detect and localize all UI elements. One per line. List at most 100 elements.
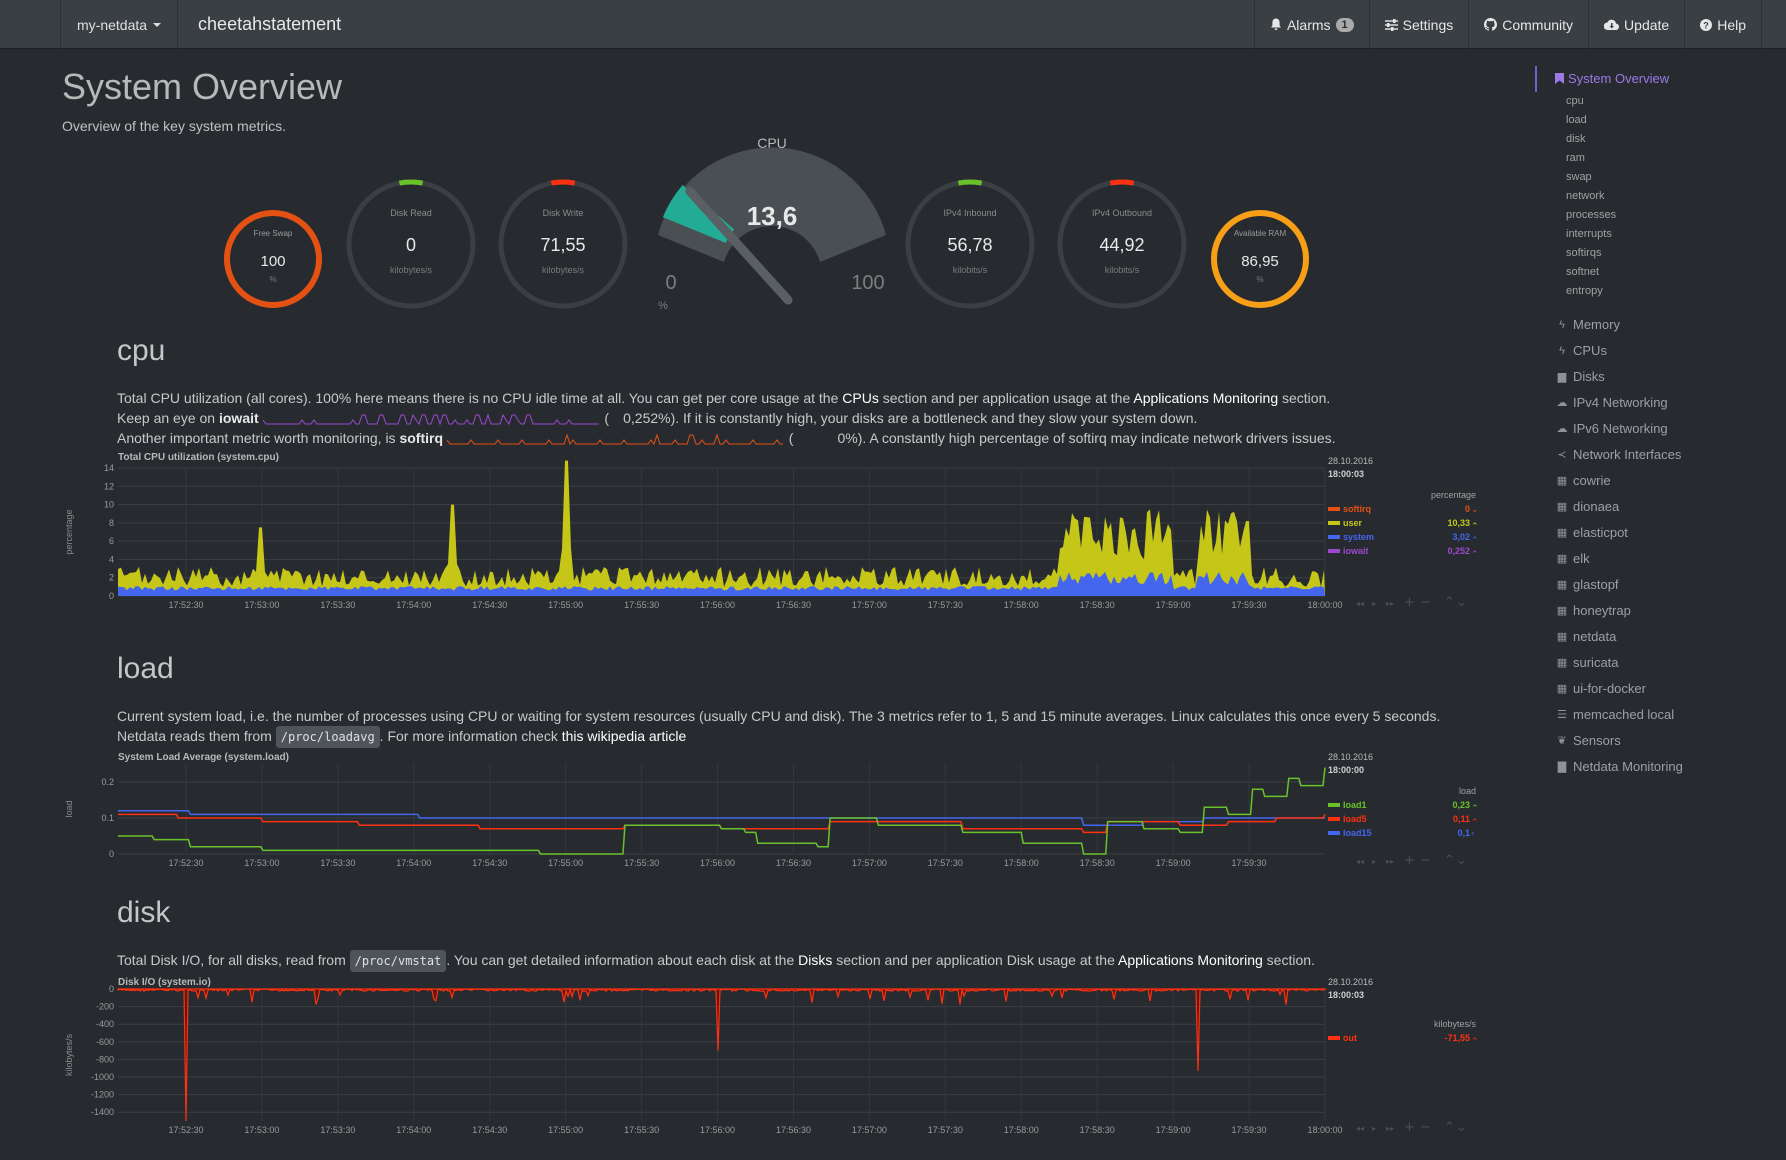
applications-monitoring-link[interactable]: Applications Monitoring (1118, 952, 1263, 968)
chart-x-tick: 17:55:30 (624, 600, 659, 610)
chart-svg[interactable]: Disk I/O (system.io) kilobytes/s 0 -200 -400… (60, 975, 1490, 1155)
legend-series-name[interactable]: system (1343, 532, 1374, 542)
disk-read-gauge-arc (346, 179, 476, 309)
pan-left-icon[interactable]: ◂◂ (1356, 1124, 1364, 1133)
zoom-out-icon[interactable]: − (1420, 595, 1431, 610)
sidebar-item-glastopf[interactable]: ▦ glastopf (1556, 577, 1619, 592)
available-ram-gauge[interactable]: Available RAM 86,95 % (1211, 210, 1309, 308)
sidebar-item-network-interfaces[interactable]: ≺ Network Interfaces (1556, 447, 1681, 462)
chart-svg[interactable]: Total CPU utilization (system.cpu) percen… (60, 450, 1490, 630)
legend-series-name[interactable]: user (1343, 518, 1363, 528)
server-dropdown[interactable]: my-netdata (60, 0, 179, 49)
sidebar-item-sensors[interactable]: ❦ Sensors (1556, 733, 1620, 748)
cpu-chart[interactable]: Total CPU utilization (system.cpu) percen… (60, 450, 1490, 630)
resize-up-icon[interactable]: ⌃ (1444, 853, 1455, 868)
ipv4-inbound-gauge[interactable]: IPv4 Inbound 56,78 kilobits/s (897, 171, 1042, 316)
sidebar-subitem-softnet[interactable]: softnet (1566, 266, 1600, 278)
play-icon[interactable]: ▸ (1372, 857, 1376, 866)
sidebar-subitem-entropy[interactable]: entropy (1566, 285, 1603, 297)
play-icon[interactable]: ▸ (1372, 1124, 1376, 1133)
sidebar-subitem-swap[interactable]: swap (1566, 171, 1592, 183)
sidebar-subitem-softirqs[interactable]: softirqs (1566, 247, 1602, 259)
applications-monitoring-link[interactable]: Applications Monitoring (1133, 390, 1279, 406)
sidebar-subitem-disk[interactable]: disk (1566, 133, 1586, 145)
sidebar-item-elk[interactable]: ▦ elk (1556, 551, 1590, 566)
community-button[interactable]: Community (1468, 0, 1588, 49)
wikipedia-link[interactable]: this wikipedia article (561, 728, 687, 744)
legend-series-name[interactable]: out (1343, 1033, 1357, 1043)
alarms-button[interactable]: Alarms 1 (1253, 0, 1369, 49)
zoom-out-icon[interactable]: − (1420, 853, 1431, 868)
chart-title: Total CPU utilization (system.cpu) (118, 452, 279, 463)
sidebar-subitem-interrupts[interactable]: interrupts (1566, 228, 1612, 240)
sidebar-item-ui-for-docker[interactable]: ▦ ui-for-docker (1556, 681, 1646, 696)
legend-series-name[interactable]: load1 (1343, 800, 1367, 810)
chart-x-tick: 17:54:00 (396, 858, 431, 868)
sidebar-item-honeytrap[interactable]: ▦ honeytrap (1556, 603, 1631, 618)
resize-down-icon[interactable]: ⌄ (1456, 595, 1467, 610)
sidebar-subitem-load[interactable]: load (1566, 114, 1587, 126)
ipv4-inbound-gauge-arc (905, 179, 1035, 309)
sidebar-item-suricata[interactable]: ▦ suricata (1556, 655, 1619, 670)
legend-series-name[interactable]: load5 (1343, 814, 1367, 824)
disk-read-gauge-unit: kilobytes/s (390, 265, 433, 275)
settings-button[interactable]: Settings (1368, 0, 1469, 49)
disks-link[interactable]: Disks (798, 952, 833, 968)
sidebar-item-elasticpot[interactable]: ▦ elasticpot (1556, 525, 1628, 540)
resize-up-icon[interactable]: ⌃ (1444, 1120, 1455, 1135)
disk-desc-line-1: Total Disk I/O, for all disks, read from… (117, 950, 1517, 972)
legend-series-name[interactable]: iowait (1343, 546, 1369, 556)
cpus-link[interactable]: CPUs (842, 390, 879, 406)
legend-series-name[interactable]: softirq (1343, 504, 1371, 514)
softirq-sparkline[interactable] (446, 432, 785, 446)
disk-read-gauge[interactable]: Disk Read 0 kilobytes/s (338, 171, 483, 316)
legend-trend-icon: ⌃ (1471, 818, 1479, 828)
resize-down-icon[interactable]: ⌄ (1456, 853, 1467, 868)
sidebar-subitem-network[interactable]: network (1566, 190, 1605, 202)
play-icon[interactable]: ▸ (1372, 599, 1376, 608)
resize-up-icon[interactable]: ⌃ (1444, 595, 1455, 610)
update-button[interactable]: Update (1588, 0, 1684, 49)
iowait-sparkline[interactable] (262, 412, 601, 426)
pan-right-icon[interactable]: ▸▸ (1386, 1124, 1394, 1133)
zoom-out-icon[interactable]: − (1420, 1120, 1431, 1135)
legend-swatch (1328, 549, 1340, 553)
resize-down-icon[interactable]: ⌄ (1456, 1120, 1467, 1135)
sidebar-item-system-overview[interactable]: System Overview (1555, 71, 1669, 86)
disk-chart[interactable]: Disk I/O (system.io) kilobytes/s 0 -200 -400… (60, 975, 1490, 1155)
zoom-in-icon[interactable]: + (1404, 595, 1415, 610)
chart-x-tick: 17:54:00 (396, 1125, 431, 1135)
sidebar-item-ipv4-networking[interactable]: ☁ IPv4 Networking (1556, 395, 1668, 410)
sliders-icon (1384, 18, 1398, 31)
pan-right-icon[interactable]: ▸▸ (1386, 857, 1394, 866)
cpu-gauge[interactable]: CPU 13,6 0 100 % (658, 135, 886, 312)
chart-x-tick: 17:54:30 (472, 858, 507, 868)
disk-write-gauge[interactable]: Disk Write 71,55 kilobytes/s (490, 171, 635, 316)
pan-left-icon[interactable]: ◂◂ (1356, 599, 1364, 608)
sidebar-item-netdata[interactable]: ▦ netdata (1556, 629, 1617, 644)
zoom-in-icon[interactable]: + (1404, 853, 1415, 868)
sidebar-item-memcached-local[interactable]: ☰ memcached local (1556, 707, 1674, 722)
load-chart[interactable]: System Load Average (system.load) load 0 0.… (60, 750, 1490, 878)
sidebar-item-dionaea[interactable]: ▦ dionaea (1556, 499, 1619, 514)
hostname[interactable]: cheetahstatement (198, 14, 342, 34)
chart-svg[interactable]: System Load Average (system.load) load 0 0.… (60, 750, 1490, 878)
pan-left-icon[interactable]: ◂◂ (1356, 857, 1364, 866)
free-swap-gauge[interactable]: Free Swap 100 % (224, 210, 322, 308)
sidebar-item-netdata-monitoring[interactable]: ▇ Netdata Monitoring (1556, 759, 1683, 774)
sidebar-item-ipv6-networking[interactable]: ☁ IPv6 Networking (1556, 421, 1668, 436)
chart-y-tick: 0.1 (101, 813, 114, 823)
legend-series-name[interactable]: load15 (1343, 828, 1372, 838)
chart-x-tick: 17:54:30 (472, 1125, 507, 1135)
sidebar-item-cowrie[interactable]: ▦ cowrie (1556, 473, 1611, 488)
sidebar-item-disks[interactable]: ▆ Disks (1556, 369, 1605, 384)
sidebar-subitem-cpu[interactable]: cpu (1566, 95, 1584, 107)
sidebar-item-memory[interactable]: ϟ Memory (1556, 317, 1620, 332)
help-button[interactable]: ? Help (1684, 0, 1762, 49)
sidebar-subitem-ram[interactable]: ram (1566, 152, 1585, 164)
zoom-in-icon[interactable]: + (1404, 1120, 1415, 1135)
pan-right-icon[interactable]: ▸▸ (1386, 599, 1394, 608)
sidebar-subitem-processes[interactable]: processes (1566, 209, 1617, 221)
ipv4-outbound-gauge[interactable]: IPv4 Outbound 44,92 kilobits/s (1049, 171, 1194, 316)
sidebar-item-cpus[interactable]: ϟ CPUs (1556, 343, 1607, 358)
